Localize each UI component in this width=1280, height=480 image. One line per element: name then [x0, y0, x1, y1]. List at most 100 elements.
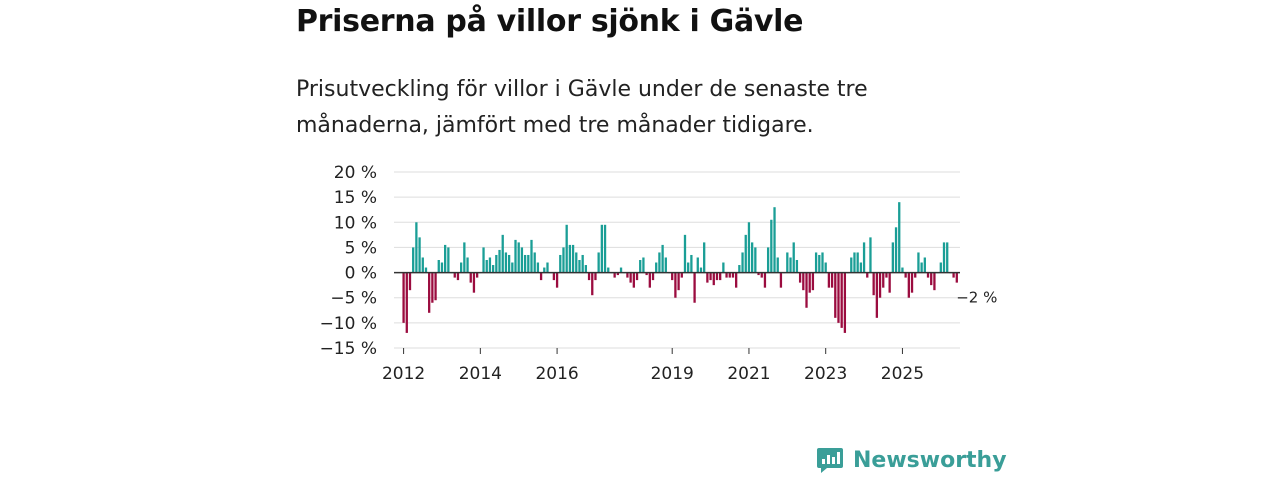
bar: [655, 262, 658, 273]
bar: [843, 272, 847, 333]
bar: [754, 247, 757, 273]
bar: [677, 272, 680, 291]
bar: [709, 272, 712, 281]
y-tick-label: −5 %: [330, 289, 377, 309]
y-tick-label: −10 %: [320, 314, 377, 334]
bar: [485, 260, 488, 273]
bar: [453, 272, 456, 278]
annotations: −2 %: [956, 289, 997, 307]
gridlines: [394, 171, 960, 349]
bar: [456, 272, 460, 281]
bar: [696, 257, 699, 273]
bar: [773, 207, 776, 273]
bar: [658, 252, 661, 273]
bar: [747, 222, 751, 273]
bar: [504, 252, 508, 273]
bar: [514, 239, 517, 273]
bar: [571, 244, 575, 273]
bar: [818, 254, 821, 273]
bar: [594, 272, 597, 281]
x-tick-label: 2019: [651, 364, 694, 384]
newsworthy-logo[interactable]: Newsworthy: [816, 446, 1007, 474]
bar: [814, 252, 818, 273]
bar: [587, 272, 591, 281]
bar: [428, 272, 431, 313]
bar: [639, 260, 642, 273]
bar: [632, 272, 635, 288]
bar: [946, 242, 949, 273]
bar: [898, 202, 901, 273]
bar: [885, 272, 888, 278]
bar: [907, 272, 910, 298]
bar: [616, 272, 619, 276]
bar: [699, 267, 703, 273]
bar: [763, 272, 767, 288]
bar: [683, 234, 687, 273]
bar: [722, 262, 725, 273]
bar: [894, 227, 898, 273]
bar: [635, 272, 639, 281]
bar: [789, 257, 792, 273]
bar: [840, 272, 843, 328]
bar: [530, 239, 533, 273]
y-tick-label: −15 %: [320, 339, 377, 359]
bar: [850, 257, 853, 273]
bar: [517, 242, 520, 273]
bar: [862, 242, 866, 273]
bar: [923, 257, 926, 273]
bar: [728, 272, 731, 278]
y-tick-label: 20 %: [334, 163, 377, 183]
bar: [674, 272, 677, 298]
bar: [703, 242, 706, 273]
chart-subtitle: Prisutveckling för villor i Gävle under …: [296, 77, 868, 138]
bar: [914, 272, 917, 278]
bar: [498, 249, 501, 273]
bar: [882, 272, 885, 288]
bar: [872, 272, 875, 296]
bar: [853, 252, 856, 273]
bar: [565, 224, 568, 273]
bar: [539, 272, 543, 281]
bar: [491, 265, 495, 273]
bar: [664, 257, 667, 273]
bar: [859, 262, 863, 273]
bar: [811, 272, 815, 291]
bar: [770, 219, 773, 273]
bar: [460, 262, 463, 273]
bar: [719, 272, 722, 281]
bar: [744, 234, 747, 273]
x-tick-label: 2023: [804, 364, 847, 384]
bar: [418, 237, 421, 273]
bar: [942, 242, 946, 273]
bar: [511, 262, 514, 273]
bar: [536, 262, 540, 273]
bar: [463, 242, 466, 273]
bar: [930, 272, 933, 286]
x-tick-label: 2016: [535, 364, 578, 384]
bar: [779, 272, 783, 288]
bar: [607, 267, 610, 273]
bar: [776, 257, 779, 273]
bar: [405, 272, 408, 333]
bar: [507, 254, 511, 273]
x-tick-label: 2025: [881, 364, 924, 384]
bar: [795, 260, 799, 273]
bar: [626, 272, 629, 278]
bar: [613, 272, 616, 278]
bar: [786, 252, 789, 273]
bar: [562, 247, 565, 273]
bars: [402, 202, 958, 333]
bar: [926, 272, 930, 278]
y-tick-label: 5 %: [345, 238, 377, 258]
x-axis: 2012 2014 2016 2019 2021 2023 2025: [382, 348, 924, 384]
bar: [725, 272, 728, 278]
bar: [472, 272, 476, 293]
bar: [687, 262, 690, 273]
bar: [543, 267, 546, 273]
bar: [904, 272, 907, 278]
bar: [671, 272, 674, 281]
newsworthy-icon: [817, 448, 843, 473]
bar: [440, 262, 444, 273]
bar: [866, 272, 869, 278]
